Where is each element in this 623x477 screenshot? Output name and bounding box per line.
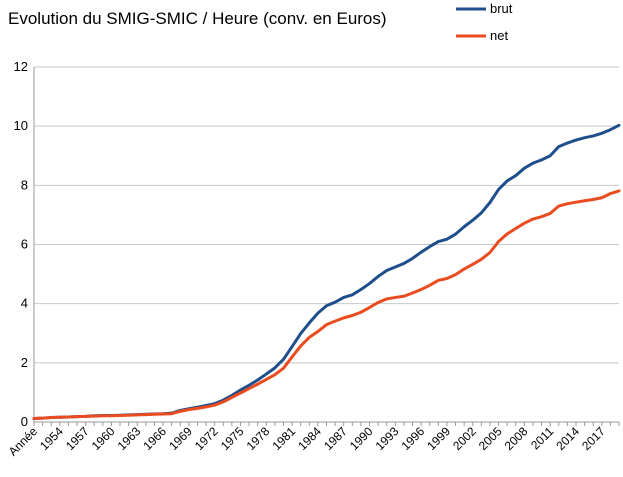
x-tick-label: 1978: [244, 424, 273, 453]
y-axis-ticks: 0 2 4 6 8 10 12: [14, 59, 28, 429]
legend-label-brut: brut: [490, 1, 513, 16]
y-tick-label: 8: [21, 177, 28, 192]
series-line-brut: [32, 123, 621, 420]
x-tick-label: 1960: [89, 424, 118, 453]
x-tick-label: 1984: [295, 424, 324, 453]
legend: brut net: [456, 1, 513, 43]
y-tick-label: 12: [14, 59, 28, 74]
chart-title: Evolution du SMIG-SMIC / Heure (conv. en…: [8, 9, 387, 28]
x-tick-label: 1972: [192, 424, 221, 453]
y-tick-label: 2: [21, 355, 28, 370]
grid-lines: [34, 66, 619, 423]
x-tick-label: 1975: [218, 424, 247, 453]
y-tick-label: 6: [21, 237, 28, 252]
x-tick-label: 2014: [553, 424, 582, 453]
x-tick-label: 2011: [528, 424, 556, 452]
y-tick-label: 10: [14, 118, 28, 133]
x-tick-label: 2002: [450, 424, 479, 453]
x-tick-label: 2005: [476, 424, 505, 453]
y-tick-label: 0: [21, 414, 28, 429]
x-tick-label: 1987: [321, 424, 350, 453]
x-tick-label: 1993: [373, 424, 402, 453]
x-tick-label: 1990: [347, 424, 376, 453]
x-tick-label: 2017: [579, 424, 608, 453]
x-tick-label: 1966: [140, 424, 169, 453]
legend-label-net: net: [490, 28, 508, 43]
x-tick-label: 1981: [269, 424, 298, 453]
series-line-net: [32, 189, 621, 420]
x-tick-label: 1957: [63, 424, 92, 453]
x-tick-label: 1996: [398, 424, 427, 453]
x-tick-label: Année: [6, 424, 41, 459]
x-tick-label: 1954: [37, 424, 66, 453]
x-tick-label: 1963: [115, 424, 144, 453]
x-tick-label: 1969: [166, 424, 195, 453]
x-tick-label: 1999: [424, 424, 453, 453]
series-layer: [32, 123, 621, 420]
y-tick-label: 4: [21, 296, 28, 311]
x-tick-label: 2008: [502, 424, 531, 453]
